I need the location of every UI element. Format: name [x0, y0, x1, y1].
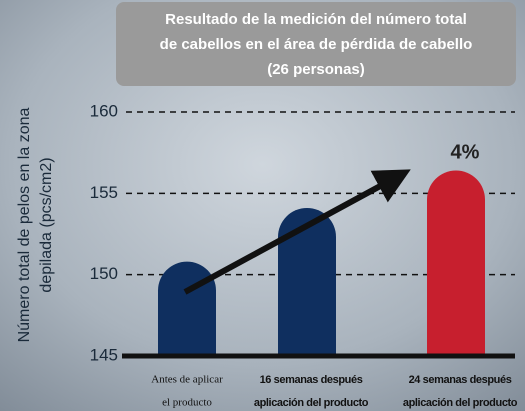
annotation: 4%	[451, 141, 480, 163]
x-tick-label: 24 semanas después	[409, 374, 512, 386]
trend-arrow	[183, 169, 411, 295]
bar	[427, 170, 485, 356]
x-tick-label: aplicación del producto	[254, 397, 369, 409]
y-tick-label: 160	[90, 101, 118, 120]
x-tick-label: el producto	[162, 397, 212, 409]
y-tick-label: 150	[90, 264, 118, 283]
y-label-line: depilada (pcs/cm2)	[38, 157, 55, 292]
y-axis-label: Número total de pelos en la zona depilad…	[16, 107, 55, 342]
title-box	[116, 2, 516, 86]
title-line: (26 personas)	[267, 61, 365, 78]
x-tick-label: aplicación del producto	[403, 397, 518, 409]
title-line: Resultado de la medición del número tota…	[165, 11, 467, 28]
y-label-line: Número total de pelos en la zona	[16, 107, 33, 342]
y-tick-label: 155	[90, 183, 118, 202]
bar	[158, 261, 216, 356]
x-tick-label: 16 semanas después	[260, 374, 363, 386]
x-tick-label: Antes de aplicar	[151, 374, 223, 386]
bar	[278, 207, 336, 356]
title-line: de cabellos en el área de pérdida de cab…	[160, 36, 473, 53]
title: Resultado de la medición del número tota…	[160, 11, 473, 78]
y-tick-label: 145	[90, 345, 118, 364]
